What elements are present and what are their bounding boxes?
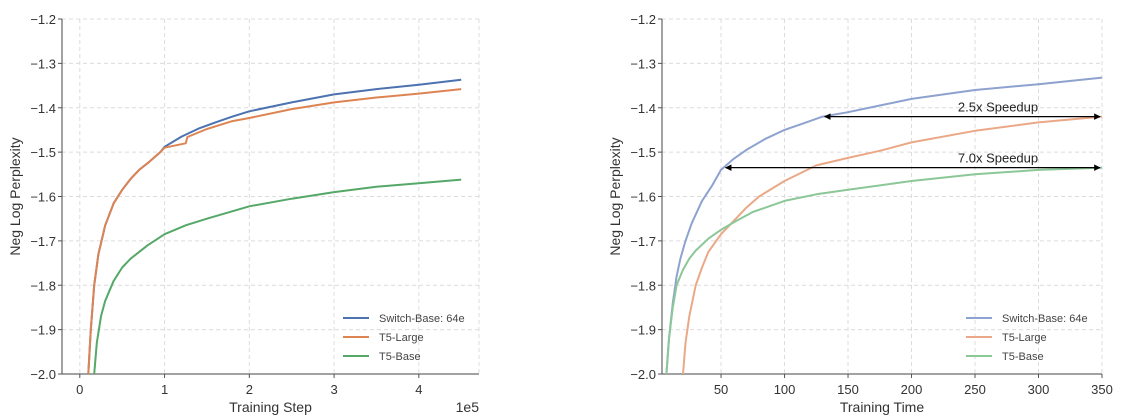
series-line-switch-base-64e	[665, 76, 1103, 374]
y-tick-label: −1.2	[630, 12, 656, 27]
y-tick-label: −1.7	[630, 234, 656, 249]
series-line-t5-large	[682, 115, 1103, 374]
series-line-t5-base	[93, 178, 462, 374]
legend-label: T5-Base	[379, 351, 421, 363]
y-tick-label: −1.6	[30, 190, 56, 205]
y-tick-label: −1.4	[630, 101, 656, 116]
y-tick-label: −2.0	[630, 367, 656, 382]
x-tick-label: 350	[1091, 382, 1113, 397]
speedup-label: 7.0x Speedup	[958, 151, 1038, 166]
x-scale-note: 1e5	[456, 399, 480, 415]
x-tick-label: 3	[330, 382, 337, 397]
y-tick-label: −1.3	[30, 56, 56, 71]
x-tick-label: 1	[161, 382, 168, 397]
y-tick-label: −1.9	[30, 323, 56, 338]
y-tick-label: −1.4	[30, 101, 56, 116]
legend-label: T5-Large	[379, 332, 424, 344]
y-axis-label: Neg Log Perplexity	[607, 137, 623, 255]
x-axis-label: Training Time	[840, 399, 925, 415]
x-tick-label: 200	[901, 382, 923, 397]
panel-training-time: −1.2 −1.3 −1.4 −1.5 −1.6 −1.7 −1.8 −1.9 −2.0 50 10…	[607, 12, 1113, 415]
panel-training-step: −1.2 −1.3 −1.4 −1.5 −1.6 −1.7 −1.8 −1.9 −2.0 0 1 2 3…	[7, 12, 480, 415]
y-tick-label: −1.5	[30, 145, 56, 160]
legend-label: Switch-Base: 64e	[1002, 313, 1088, 325]
x-tick-label: 300	[1028, 382, 1050, 397]
x-tick-label: 250	[964, 382, 986, 397]
y-tick-label: −2.0	[30, 367, 56, 382]
x-tick-label: 50	[714, 382, 728, 397]
y-tick-label: −1.9	[630, 323, 656, 338]
y-tick-label: −1.3	[630, 56, 656, 71]
legend-label: Switch-Base: 64e	[379, 313, 465, 325]
y-tick-label: −1.6	[630, 190, 656, 205]
legend-label: T5-Large	[1002, 332, 1047, 344]
x-tick-label: 2	[246, 382, 253, 397]
y-tick-label: −1.5	[630, 145, 656, 160]
series-line-t5-large	[87, 88, 462, 374]
y-tick-label: −1.7	[30, 234, 56, 249]
legend-label: T5-Base	[1002, 351, 1044, 363]
x-axis-label: Training Step	[229, 399, 312, 415]
series-line-t5-base	[665, 166, 1103, 374]
speedup-label: 2.5x Speedup	[958, 100, 1038, 115]
y-axis-label: Neg Log Perplexity	[7, 137, 23, 255]
x-tick-label: 4	[415, 382, 422, 397]
x-tick-label: 150	[837, 382, 859, 397]
y-tick-label: −1.2	[30, 12, 56, 27]
x-tick-label: 0	[76, 382, 83, 397]
y-tick-label: −1.8	[630, 278, 656, 293]
x-tick-label: 100	[774, 382, 796, 397]
y-tick-label: −1.8	[30, 278, 56, 293]
